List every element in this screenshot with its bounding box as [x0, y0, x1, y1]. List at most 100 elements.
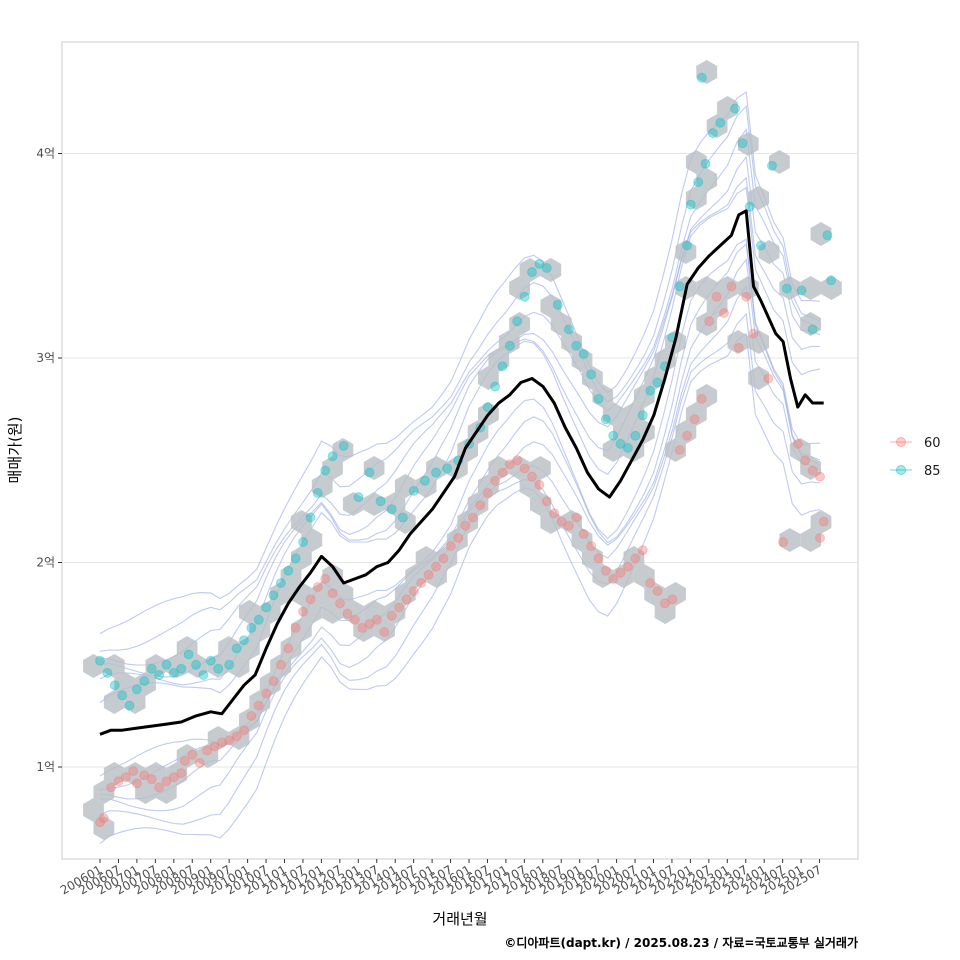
hexbin-cell: [239, 636, 260, 660]
hexbin-cell: [571, 348, 593, 372]
hexbin-cell: [696, 168, 718, 192]
hexbin-cell: [291, 582, 312, 606]
hexbin-cell: [602, 438, 624, 462]
hexbin-cell: [363, 492, 385, 516]
hexbin-cell: [415, 474, 437, 498]
hexbin-cell: [696, 312, 718, 336]
point-series-85: [623, 443, 633, 453]
hexbin-cell: [633, 564, 655, 588]
hexbin-cell: [478, 366, 499, 390]
hexbin-cell: [675, 420, 697, 444]
point-series-60: [497, 467, 508, 478]
hexbin-cell: [322, 564, 343, 588]
hexbin-cell: [498, 330, 520, 354]
point-series-60: [818, 516, 829, 527]
point-series-60: [549, 508, 560, 519]
point-series-85: [290, 553, 301, 564]
hexbin-cell: [457, 510, 478, 534]
hexbin-layer: [83, 60, 842, 840]
grid-lines: [62, 153, 858, 768]
hexbin-cell: [530, 456, 551, 480]
hexbin-cell: [727, 330, 749, 354]
point-series-85: [253, 614, 264, 625]
hexbin-cell: [561, 330, 582, 354]
point-series-85: [131, 684, 142, 695]
x-axis-title: 거래년월: [432, 910, 487, 928]
hexbin-cell: [696, 384, 718, 408]
point-series-60: [475, 500, 486, 511]
point-series-60: [179, 755, 190, 766]
x-axis-ticks: 2006012006072007012007072008012008072009…: [58, 859, 824, 898]
point-series-60: [320, 573, 331, 584]
point-series-85: [275, 578, 286, 588]
point-series-60: [733, 342, 744, 353]
hexbin-cell: [103, 762, 125, 786]
hexbin-cell: [363, 600, 385, 624]
hexbin-cell: [374, 618, 395, 642]
point-series-60: [298, 606, 309, 617]
point-series-85: [737, 138, 748, 149]
hexbin-cell: [488, 348, 510, 372]
point-series-85: [685, 199, 696, 210]
point-series-60: [364, 618, 375, 629]
point-series-85: [796, 285, 807, 296]
point-series-60: [719, 308, 729, 318]
y-tick-label-3: 4억: [36, 147, 55, 161]
hexbin-cell: [207, 726, 229, 750]
point-series-60: [778, 537, 789, 547]
point-series-85: [419, 475, 430, 486]
point-series-60: [168, 772, 179, 783]
hexbin-cell: [602, 402, 624, 426]
point-series-60: [593, 553, 604, 564]
point-series-85: [767, 160, 777, 171]
point-series-60: [95, 817, 105, 828]
hexbin-cell: [675, 240, 697, 264]
point-series-85: [109, 680, 120, 691]
hexbin-cell: [342, 600, 364, 624]
point-series-85: [527, 267, 537, 278]
point-series-60: [224, 735, 235, 746]
point-series-60: [541, 496, 552, 507]
point-series-85: [534, 258, 545, 269]
hexbin-cell: [540, 510, 562, 534]
point-series-85: [608, 430, 619, 441]
point-series-60: [394, 602, 405, 613]
hexbin-cell: [665, 438, 686, 462]
point-series-85: [442, 463, 453, 474]
hexbin-cell: [779, 528, 801, 552]
point-series-60: [815, 471, 825, 482]
hexbin-cell: [623, 402, 645, 426]
point-series-60: [231, 731, 242, 742]
point-series-85: [139, 676, 150, 687]
hexbin-cell: [384, 492, 406, 516]
hexbin-cell: [145, 654, 167, 678]
point-series-60: [807, 465, 818, 476]
hexbin-cell: [83, 654, 104, 678]
hexbin-cell: [176, 744, 198, 768]
point-series-60: [239, 725, 249, 736]
hexbin-cell: [530, 492, 551, 516]
hexbin-cell: [706, 114, 728, 138]
point-series-85: [338, 440, 349, 451]
point-series-85: [630, 430, 641, 441]
hexbin-cell: [145, 762, 167, 786]
legend-item-85: 85: [890, 464, 941, 479]
hexbin-cell: [685, 150, 707, 174]
hexbin-cell: [291, 546, 312, 570]
point-series-60: [792, 438, 803, 449]
point-series-85: [95, 655, 105, 666]
point-series-85: [707, 128, 718, 139]
point-series-60: [268, 676, 279, 687]
point-series-85: [637, 410, 648, 421]
legend: 60 85: [890, 436, 941, 479]
point-series-60: [711, 291, 722, 302]
point-series-85: [261, 602, 272, 613]
hexbin-cell: [415, 546, 437, 570]
point-series-85: [645, 385, 656, 396]
point-series-85: [571, 340, 582, 351]
point-series-85: [268, 590, 279, 601]
point-series-60: [423, 569, 434, 580]
hexbin-cell: [93, 780, 115, 804]
point-series-60: [379, 627, 390, 637]
hexbin-cell: [488, 456, 510, 480]
